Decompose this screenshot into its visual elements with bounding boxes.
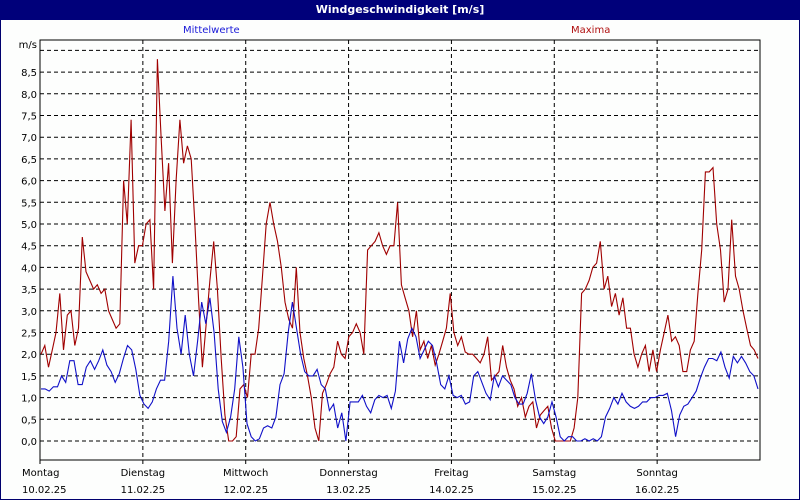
x-tick-day: Montag xyxy=(22,468,59,479)
legend-mean: Mittelwerte xyxy=(183,25,240,36)
x-tick-day: Dienstag xyxy=(121,468,166,479)
legend-max: Maxima xyxy=(571,25,611,36)
x-tick-date: 16.02.25 xyxy=(635,485,680,496)
x-tick-day: Donnerstag xyxy=(319,468,377,479)
y-unit-label: m/s xyxy=(19,40,37,51)
y-tick-label: 2,0 xyxy=(21,350,37,361)
x-tick-date: 10.02.25 xyxy=(22,485,67,496)
y-tick-label: 0,0 xyxy=(21,437,37,448)
x-tick-date: 13.02.25 xyxy=(326,485,371,496)
y-tick-label: 0,5 xyxy=(21,415,37,426)
y-tick-label: 5,5 xyxy=(21,198,37,209)
plot-border xyxy=(39,39,761,461)
y-tick-label: 3,0 xyxy=(21,307,37,318)
y-tick-label: 1,0 xyxy=(21,394,37,405)
x-tick-date: 12.02.25 xyxy=(223,485,268,496)
y-tick-label: 6,5 xyxy=(21,155,37,166)
x-tick-date: 15.02.25 xyxy=(532,485,577,496)
y-tick-label: 5,0 xyxy=(21,220,37,231)
y-tick-label: 1,5 xyxy=(21,372,37,383)
series-maxima xyxy=(40,59,759,442)
x-tick-day: Samstag xyxy=(532,468,576,479)
y-tick-label: 6,0 xyxy=(21,177,37,188)
y-tick-label: 8,5 xyxy=(21,68,37,79)
chart-title: Windgeschwindigkeit [m/s] xyxy=(0,0,800,20)
x-tick-day: Sonntag xyxy=(636,468,678,479)
y-tick-label: 8,0 xyxy=(21,90,37,101)
series-mittelwerte xyxy=(41,276,759,442)
y-tick-label: 2,5 xyxy=(21,329,37,340)
y-tick-label: 4,5 xyxy=(21,242,37,253)
x-tick-date: 11.02.25 xyxy=(121,485,166,496)
y-tick-label: 7,0 xyxy=(21,133,37,144)
x-tick-day: Mittwoch xyxy=(223,468,268,479)
x-tick-day: Freitag xyxy=(434,468,468,479)
x-tick-date: 14.02.25 xyxy=(429,485,474,496)
y-tick-label: 4,0 xyxy=(21,263,37,274)
y-tick-label: 7,5 xyxy=(21,112,37,123)
y-tick-label: 3,5 xyxy=(21,285,37,296)
